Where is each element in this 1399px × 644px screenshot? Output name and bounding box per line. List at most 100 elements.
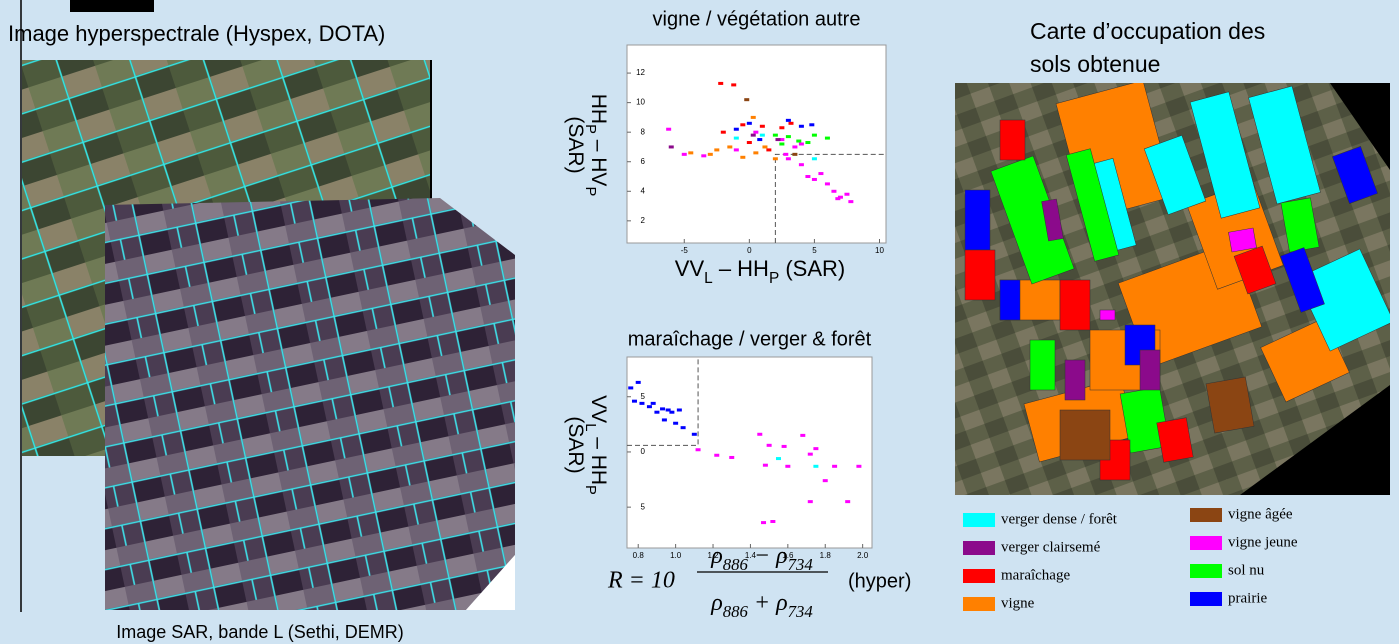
scatter-point	[714, 454, 719, 457]
scatter-point	[740, 123, 745, 126]
scatter-point	[763, 464, 768, 467]
text-part: ρ	[710, 590, 723, 616]
map-patch	[1000, 280, 1020, 320]
text-part: – HV	[587, 134, 610, 187]
y-axis-label: (SAR)	[564, 416, 587, 473]
scatter-point	[813, 465, 818, 468]
text-part: − ρ	[748, 543, 788, 569]
sar-caption: Image SAR, bande L (Sethi, DEMR)	[116, 622, 403, 642]
scatter-point	[848, 200, 853, 203]
plot-frame	[627, 357, 872, 548]
legend-label: vigne	[1001, 595, 1035, 611]
scatter-point	[809, 123, 814, 126]
scatter-point	[731, 83, 736, 86]
x-tick-label: 1.0	[670, 551, 682, 560]
subscript: P	[582, 186, 598, 196]
text-part: – HH	[587, 431, 610, 485]
x-tick-label: 1.8	[820, 551, 832, 560]
y-tick-label: 0	[641, 447, 646, 456]
y-tick-label: 5	[641, 502, 646, 511]
subscript: 734	[788, 602, 814, 621]
legend-label: verger dense / forêt	[1001, 511, 1118, 527]
map-patch	[1100, 310, 1115, 320]
scatter-point	[835, 197, 840, 200]
legend-label: prairie	[1228, 590, 1267, 606]
formula-note: (hyper)	[848, 570, 911, 592]
scatter-point	[818, 172, 823, 175]
legend-swatch	[963, 541, 995, 555]
legend-swatch	[1190, 592, 1222, 606]
scatter-point	[729, 456, 734, 459]
slide: Image hyperspectrale (Hyspex, DOTA) Imag…	[0, 0, 1399, 644]
y-tick-label: 4	[641, 186, 646, 195]
x-tick-label: 0	[747, 246, 752, 255]
y-tick-label: 10	[636, 98, 645, 107]
map-patch	[965, 190, 990, 250]
scatter-point	[788, 122, 793, 125]
y-tick-label: 2	[641, 216, 646, 225]
legend-label: verger clairsemé	[1001, 539, 1101, 555]
scatter-point	[682, 153, 687, 156]
scatter-point	[761, 521, 766, 524]
map-patch	[1228, 228, 1256, 252]
scatter-point	[786, 157, 791, 160]
scatter-point	[812, 178, 817, 181]
scatter-point	[831, 190, 836, 193]
scatter-point	[677, 408, 682, 411]
scatter-point	[662, 418, 667, 421]
scatter-point	[856, 465, 861, 468]
sar-image	[105, 198, 515, 610]
scatter-point	[812, 157, 817, 160]
scatter-point	[825, 137, 830, 140]
scatter-point	[734, 137, 739, 140]
scatter-point	[714, 148, 719, 151]
scatter-point	[766, 148, 771, 151]
legend-swatch	[963, 569, 995, 583]
plot-title: vigne / végétation autre	[653, 8, 861, 30]
hyper-caption: Image hyperspectrale (Hyspex, DOTA)	[8, 21, 385, 46]
scatter-point	[692, 433, 697, 436]
scatter-point	[785, 465, 790, 468]
map-title: sols obtenue	[1030, 51, 1160, 77]
scatter-point	[701, 154, 706, 157]
text-part: VV	[587, 395, 610, 423]
map-patch	[1206, 377, 1254, 433]
x-tick-label: 5	[812, 246, 817, 255]
scatter-point	[832, 465, 837, 468]
scatter-point	[740, 156, 745, 159]
scatter-point	[792, 145, 797, 148]
scatter-point	[779, 143, 784, 146]
scatter-point	[770, 520, 775, 523]
scatter-point	[779, 126, 784, 129]
scatter-point	[751, 134, 756, 137]
legend-swatch	[1190, 564, 1222, 578]
scatter-point	[747, 141, 752, 144]
scatter-point	[669, 145, 674, 148]
scatter-point	[796, 140, 801, 143]
x-tick-label: 0.8	[633, 551, 645, 560]
scatter-point	[747, 122, 752, 125]
scatter-point	[808, 500, 813, 503]
x-tick-label: 2.0	[857, 551, 869, 560]
scatter-point	[753, 151, 758, 154]
scatter-point	[696, 448, 701, 451]
scatter-point	[757, 138, 762, 141]
scatter-point	[762, 145, 767, 148]
scatter-point	[773, 157, 778, 160]
scatter-point	[782, 445, 787, 448]
y-tick-label: 6	[641, 157, 646, 166]
scatter-point	[727, 145, 732, 148]
scatter-point	[799, 125, 804, 128]
legend-swatch	[1190, 536, 1222, 550]
legend-swatch	[963, 597, 995, 611]
map-patch	[965, 250, 995, 300]
scatter-point	[805, 175, 810, 178]
scatter-point	[669, 411, 674, 414]
y-tick-label: 12	[636, 68, 645, 77]
y-tick-label: 8	[641, 127, 646, 136]
scatter-point	[688, 151, 693, 154]
legend-label: maraîchage	[1001, 567, 1070, 583]
plot-title: maraîchage / verger & forêt	[628, 328, 872, 350]
scatter-point	[845, 500, 850, 503]
scatter-point	[628, 386, 633, 389]
